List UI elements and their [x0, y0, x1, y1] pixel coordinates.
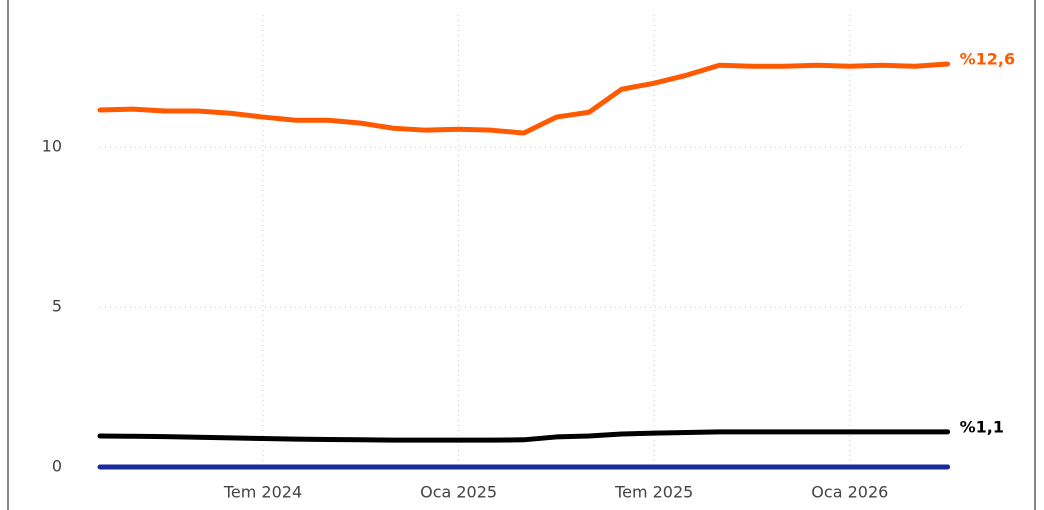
- x-tick-label: Oca 2025: [420, 483, 497, 502]
- value-label: %12,6: [960, 49, 1016, 68]
- value-label: %1,1: [960, 417, 1004, 436]
- x-tick-label: Oca 2026: [811, 483, 888, 502]
- line-series: [97, 429, 951, 443]
- y-tick-label: 0: [52, 457, 62, 476]
- x-tick-label: Tem 2024: [223, 483, 302, 502]
- y-tick-label: 10: [42, 137, 62, 156]
- x-tick-label: Tem 2025: [614, 483, 693, 502]
- y-tick-label: 5: [52, 297, 62, 316]
- line-series: [97, 61, 951, 136]
